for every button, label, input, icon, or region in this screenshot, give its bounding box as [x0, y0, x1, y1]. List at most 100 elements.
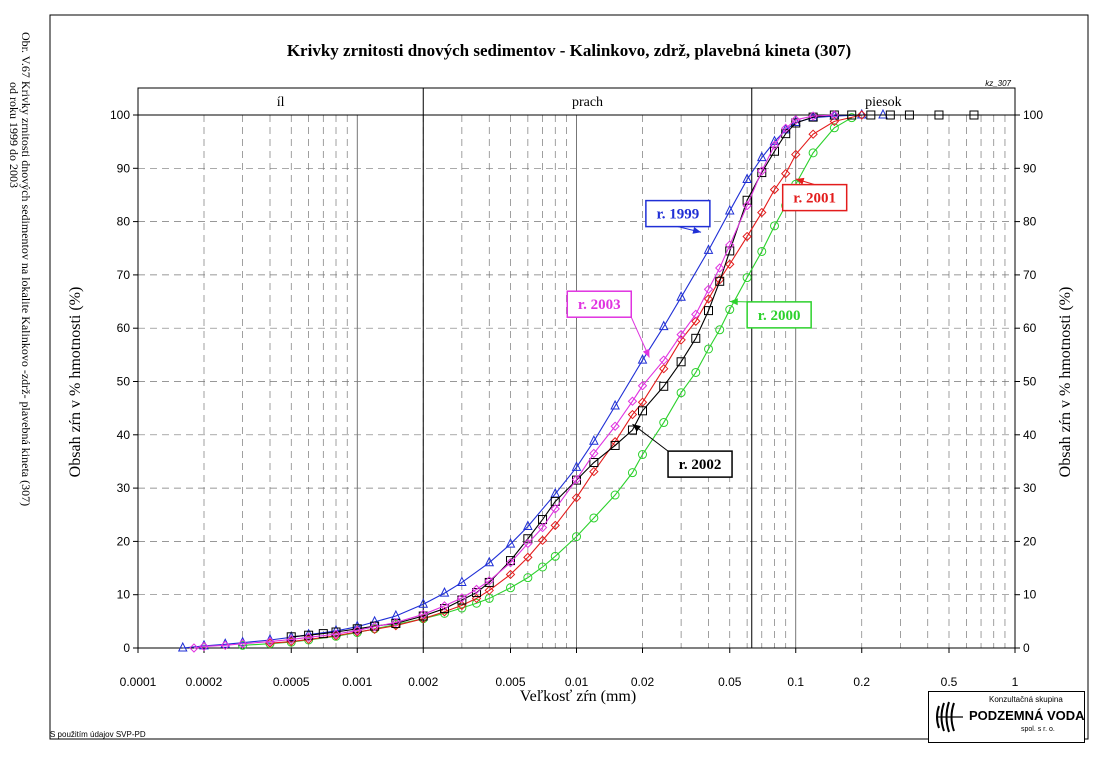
data-point [659, 364, 669, 374]
data-point [627, 468, 637, 478]
data-point [304, 630, 314, 640]
arrow-head [632, 424, 641, 432]
y-tick-label: 10 [1023, 588, 1037, 602]
water-wave-icon [936, 701, 963, 733]
data-point [369, 621, 380, 632]
y-tick-label: 60 [117, 321, 131, 335]
y-tick-label: 50 [117, 375, 131, 389]
data-point [177, 641, 188, 652]
data-point [715, 276, 725, 286]
data-point [286, 632, 296, 642]
series-label-box [566, 290, 633, 318]
y-tick-label: 40 [117, 428, 131, 442]
data-point [610, 440, 620, 450]
data-point [885, 110, 895, 120]
data-point [691, 367, 701, 377]
y-tick-label: 50 [1023, 375, 1037, 389]
y-axis-label-right: Obsah zŕn v % hmotnosti (%) [1057, 287, 1074, 478]
y-tick-label: 100 [110, 108, 130, 122]
series-label-box [746, 301, 812, 329]
data-point [238, 640, 248, 650]
y-tick-label: 30 [1023, 481, 1037, 495]
y-axis-label-left: Obsah zŕn v % hmotnosti (%) [67, 287, 84, 478]
data-point [303, 632, 314, 643]
data-point [691, 309, 701, 320]
y-tick-label: 20 [117, 534, 131, 548]
y-tick-label: 90 [1023, 161, 1037, 175]
data-point [457, 593, 467, 603]
data-point [715, 274, 725, 285]
data-point [523, 538, 533, 549]
data-point [439, 586, 450, 597]
data-point [781, 123, 791, 134]
data-point [571, 492, 582, 503]
y-tick-label: 40 [1023, 428, 1037, 442]
data-point [589, 458, 599, 468]
data-point [808, 148, 818, 158]
data-point [484, 556, 495, 567]
data-point [703, 244, 714, 254]
data-point [472, 588, 482, 598]
data-point [610, 490, 620, 500]
data-point [610, 421, 620, 431]
data-point [484, 577, 494, 587]
data-point [769, 140, 780, 151]
data-point [791, 115, 801, 125]
y-tick-label: 90 [117, 161, 131, 175]
grid [138, 115, 1015, 648]
side-caption: Obr. V.67 Krivky zrnitosti dnových sedim… [8, 32, 33, 506]
data-point [523, 552, 533, 563]
side-caption-line1: Obr. V.67 Krivky zrnitosti dnových sedim… [19, 32, 33, 506]
data-point [791, 149, 801, 160]
data-point [237, 639, 248, 649]
data-point [878, 108, 888, 119]
data-point [756, 151, 767, 162]
y-tick-label: 60 [1023, 321, 1037, 335]
y-tick-label: 10 [117, 588, 131, 602]
data-point [724, 204, 735, 215]
data-point [505, 558, 516, 568]
data-point [659, 381, 669, 391]
data-point [934, 110, 944, 120]
data-point [550, 551, 560, 561]
y-tick-label: 80 [1023, 215, 1037, 229]
arrow-head [642, 348, 650, 358]
x-tick-label: 0.1 [787, 675, 804, 689]
data-point [725, 246, 735, 256]
x-tick-label: 0.0002 [186, 675, 223, 689]
x-axis-label: Veľkosť zŕn (mm) [520, 688, 636, 705]
data-credit: S použitím údajov SVP-PD [50, 730, 146, 739]
data-point [589, 435, 599, 445]
data-point [550, 520, 560, 531]
data-point [550, 504, 560, 514]
data-point [847, 110, 857, 120]
data-point [505, 556, 515, 566]
data-point [757, 246, 767, 256]
data-point [418, 609, 428, 620]
data-point [589, 466, 599, 477]
data-point [757, 166, 767, 176]
series-r-1999 [177, 108, 888, 652]
x-tick-label: 0.002 [408, 675, 438, 689]
data-point [829, 123, 839, 133]
zone-label: íl [277, 95, 285, 110]
data-point [757, 207, 767, 218]
x-tick-label: 0.001 [342, 675, 372, 689]
data-point [676, 329, 686, 340]
data-point [220, 640, 230, 651]
data-point [658, 320, 669, 331]
x-tick-label: 1 [1012, 675, 1019, 689]
data-point [715, 325, 725, 335]
data-point [457, 576, 467, 586]
data-point [857, 110, 867, 120]
data-point [725, 305, 735, 315]
data-point [418, 598, 429, 608]
series-label: r. 2001 [793, 191, 836, 207]
chart-code: kz_307 [985, 79, 1011, 88]
y-tick-label: 80 [117, 215, 131, 229]
data-point [637, 397, 648, 407]
x-tick-label: 0.01 [565, 675, 589, 689]
series-line [269, 114, 862, 644]
data-point [505, 537, 516, 548]
